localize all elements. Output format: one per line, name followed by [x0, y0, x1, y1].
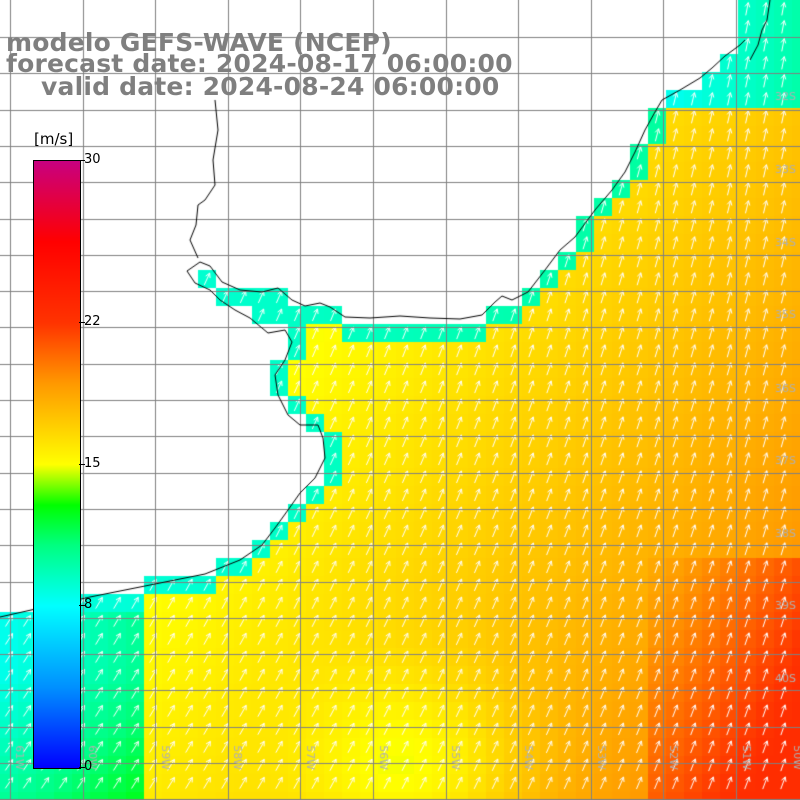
colorbar-tick-mark — [79, 321, 85, 323]
colorbar-tick-label: 30 — [84, 152, 101, 167]
valid-date: valid date: 2024-08-24 06:00:00 — [41, 72, 500, 101]
colorbar-tick-mark — [79, 463, 85, 465]
model-title: modelo GEFS-WAVE (NCEP) — [6, 28, 392, 57]
wind-speed-colorbar — [33, 160, 81, 769]
colorbar-unit-label: [m/s] — [34, 130, 74, 148]
colorbar-tick-label: 8 — [84, 597, 93, 613]
colorbar-tick-label: 15 — [84, 455, 101, 471]
colorbar-tick-label: 0 — [84, 759, 93, 774]
colorbar-tick-mark — [79, 605, 85, 607]
colorbar-tick-mark — [79, 767, 85, 768]
colorbar-tick-mark — [79, 160, 85, 161]
colorbar-tick-label: 22 — [84, 313, 101, 329]
forecast-date: forecast date: 2024-08-17 06:00:00 — [6, 49, 513, 78]
